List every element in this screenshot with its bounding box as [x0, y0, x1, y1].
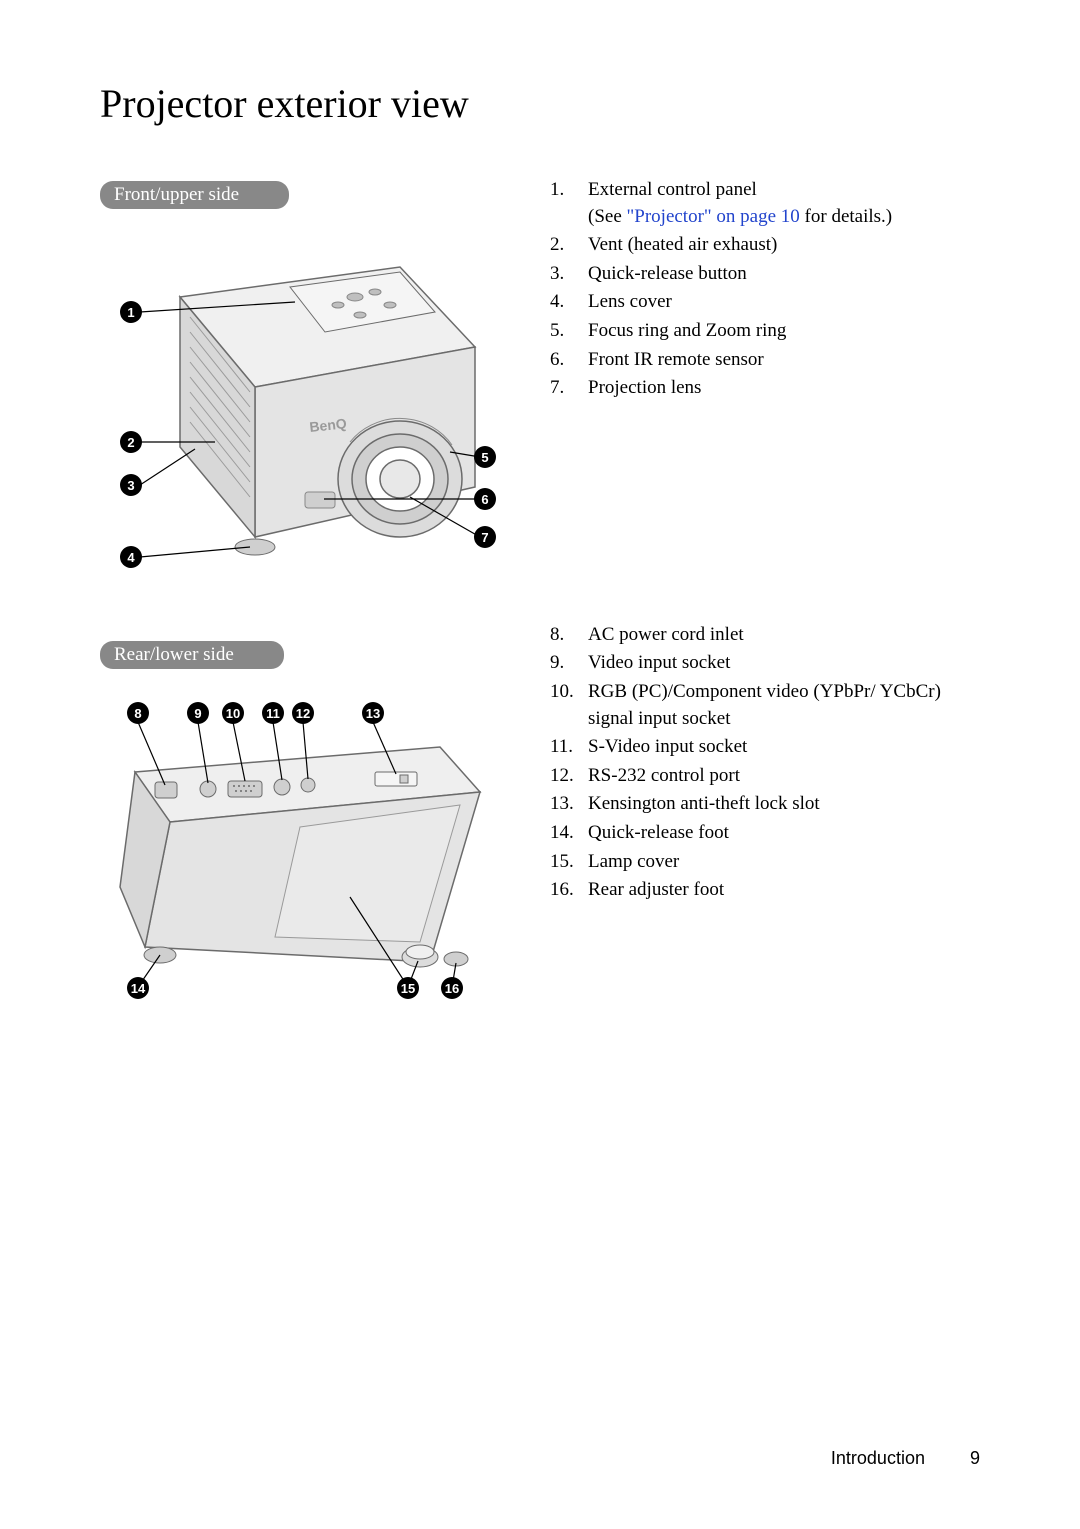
- callout-4: 4: [120, 546, 142, 568]
- legend-item: 8.AC power cord inlet: [550, 622, 980, 649]
- left-column: Front/upper side: [100, 177, 510, 1037]
- callout-11: 11: [262, 702, 284, 724]
- legend-num: 1.: [550, 177, 588, 230]
- legend-item: 6.Front IR remote sensor: [550, 347, 980, 374]
- legend-item: 3.Quick-release button: [550, 261, 980, 288]
- callout-10: 10: [222, 702, 244, 724]
- legend-item: 14.Quick-release foot: [550, 820, 980, 847]
- callout-8: 8: [127, 702, 149, 724]
- legend-text: External control panel (See "Projector" …: [588, 177, 980, 230]
- legend-item: 13.Kensington anti-theft lock slot: [550, 791, 980, 818]
- content-columns: Front/upper side: [100, 177, 980, 1037]
- front-diagram: BenQ: [100, 217, 500, 617]
- callout-6: 6: [474, 488, 496, 510]
- callout-12: 12: [292, 702, 314, 724]
- rear-label: Rear/lower side: [100, 641, 284, 669]
- callout-5: 5: [474, 446, 496, 468]
- legend-item: 10.RGB (PC)/Component video (YPbPr/ YCbC…: [550, 679, 980, 732]
- callout-9: 9: [187, 702, 209, 724]
- rear-diagram: 8 9 10 11 12 13 14 15 16: [100, 677, 500, 1017]
- callout-14: 14: [127, 977, 149, 999]
- legend-item: 4.Lens cover: [550, 289, 980, 316]
- legend-item: 12.RS-232 control port: [550, 763, 980, 790]
- legend-item: 9.Video input socket: [550, 650, 980, 677]
- legend-item: 7.Projection lens: [550, 375, 980, 402]
- right-column: 1. External control panel (See "Projecto…: [550, 177, 980, 1037]
- legend-item: 15.Lamp cover: [550, 849, 980, 876]
- callout-2: 2: [120, 431, 142, 453]
- cross-ref-link[interactable]: "Projector" on page 10: [627, 206, 800, 227]
- callout-1: 1: [120, 301, 142, 323]
- rear-projector-svg: [100, 677, 500, 1017]
- page-footer: Introduction 9: [831, 1448, 980, 1469]
- front-projector-svg: BenQ: [100, 217, 500, 617]
- page-title: Projector exterior view: [100, 80, 980, 127]
- legend-item: 5.Focus ring and Zoom ring: [550, 318, 980, 345]
- callout-16: 16: [441, 977, 463, 999]
- callout-7: 7: [474, 526, 496, 548]
- callout-3: 3: [120, 474, 142, 496]
- callout-13: 13: [362, 702, 384, 724]
- legend-spacer: [550, 404, 980, 622]
- legend-rear: 8.AC power cord inlet 9.Video input sock…: [550, 622, 980, 904]
- page: Projector exterior view Front/upper side: [0, 0, 1080, 1529]
- footer-page-number: 9: [970, 1448, 980, 1468]
- callout-15: 15: [397, 977, 419, 999]
- front-label: Front/upper side: [100, 181, 289, 209]
- footer-section: Introduction: [831, 1448, 925, 1468]
- legend-front: 1. External control panel (See "Projecto…: [550, 177, 980, 402]
- legend-item: 2.Vent (heated air exhaust): [550, 232, 980, 259]
- legend-item: 11.S-Video input socket: [550, 734, 980, 761]
- legend-item: 1. External control panel (See "Projecto…: [550, 177, 980, 230]
- legend-item: 16.Rear adjuster foot: [550, 877, 980, 904]
